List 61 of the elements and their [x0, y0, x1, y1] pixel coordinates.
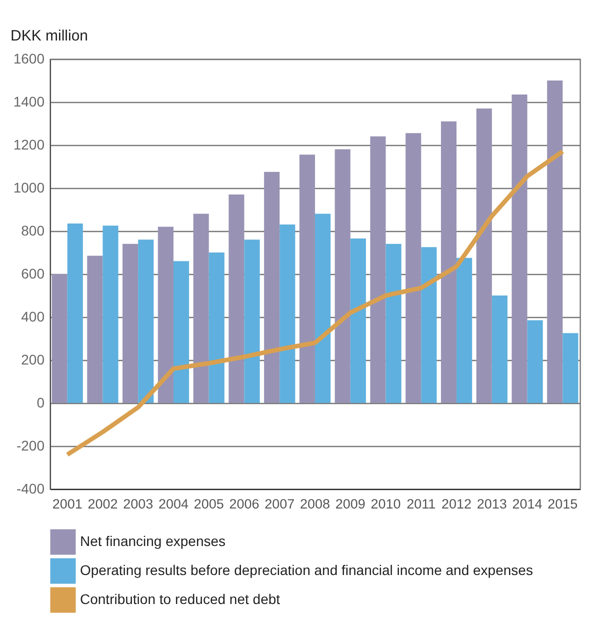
y-tick-label: 1200: [13, 136, 45, 152]
bar: [67, 223, 83, 403]
bar: [158, 226, 174, 403]
x-tick-label: 2002: [88, 496, 118, 512]
line-series: [65, 149, 565, 457]
bar: [386, 244, 402, 403]
y-tick-label: 600: [21, 266, 45, 282]
x-tick-label: 2012: [442, 496, 472, 512]
bar: [350, 238, 366, 403]
bar: [512, 94, 528, 403]
y-axis-title: DKK million: [10, 28, 88, 44]
y-tick-label: 400: [21, 308, 45, 324]
bar: [476, 108, 492, 403]
bar: [122, 244, 138, 403]
bar: [193, 214, 209, 403]
bar: [421, 247, 437, 403]
x-tick-label: 2015: [548, 496, 578, 512]
bar: [492, 296, 508, 403]
bar: [440, 121, 457, 403]
bar: [527, 320, 543, 403]
bar: [52, 274, 68, 403]
y-tick-label: -200: [16, 438, 45, 454]
x-tick-label: 2003: [123, 496, 154, 512]
bar: [547, 80, 563, 403]
x-tick-label: 2008: [300, 496, 330, 512]
bar: [244, 240, 260, 403]
bar: [562, 333, 578, 403]
x-tick-label: 2004: [158, 496, 189, 512]
x-tick-label: 2014: [512, 496, 543, 512]
y-tick-label: 800: [21, 222, 45, 238]
x-tick-label: 2009: [335, 496, 366, 512]
bar: [370, 136, 386, 403]
legend-label: Operating results before depreciation and financial income and expenses: [80, 562, 533, 578]
y-tick-label: 1400: [13, 94, 45, 110]
bar: [456, 258, 472, 403]
bar: [138, 240, 154, 403]
x-tick-label: 2013: [476, 496, 507, 512]
y-tick-label: 0: [36, 394, 45, 410]
bar: [315, 214, 331, 403]
bar: [264, 172, 280, 403]
y-tick-label: 1000: [13, 180, 45, 196]
x-tick-label: 2006: [229, 496, 260, 512]
x-tick-label: 2011: [406, 496, 436, 512]
bar: [208, 252, 224, 403]
x-tick-label: 2001: [52, 496, 82, 512]
bar: [173, 261, 190, 403]
legend-label: Contribution to reduced net debt: [80, 591, 280, 607]
x-tick-label: 2010: [370, 496, 401, 512]
legend-label: Net financing expenses: [80, 533, 226, 549]
bar: [87, 256, 103, 403]
y-tick-label: 200: [21, 352, 45, 368]
x-tick-label: 2005: [194, 496, 224, 512]
y-tick-label: -400: [16, 480, 45, 496]
bar: [102, 226, 118, 403]
bar: [299, 154, 315, 403]
y-tick-label: 1600: [13, 50, 45, 66]
bar: [280, 224, 296, 403]
x-tick-label: 2007: [264, 496, 295, 512]
bar: [406, 133, 422, 403]
bar: [334, 149, 350, 403]
bar: [228, 194, 244, 403]
